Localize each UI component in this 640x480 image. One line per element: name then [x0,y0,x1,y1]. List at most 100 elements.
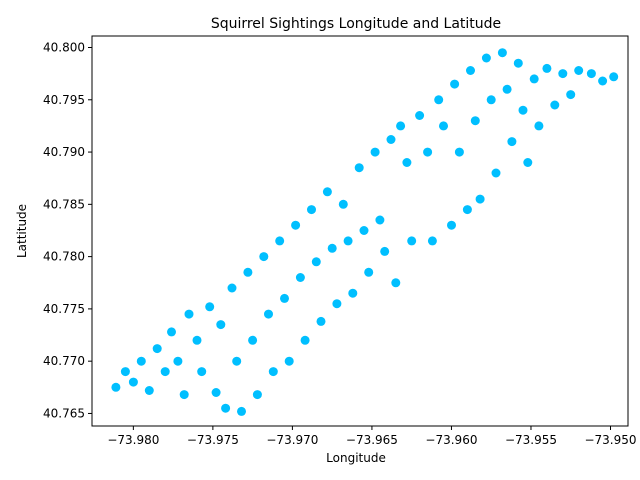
data-point [120,367,130,377]
data-point [486,95,496,105]
data-point [322,187,332,197]
data-point [264,309,273,319]
data-point [609,72,619,82]
data-point [447,220,456,230]
data-point [359,226,369,235]
data-point [144,386,154,395]
data-point [111,382,121,392]
x-tick-label: −73.950 [584,433,636,447]
data-point [221,403,231,413]
data-point [316,316,326,326]
data-point [338,199,348,209]
x-axis: −73.980 −73.975 −73.970 −73.965 −73.960 −73.9… [107,426,637,447]
y-axis: 40.765 40.770 40.775 40.780 40.785 40.790 40.7… [43,41,92,420]
data-point [205,302,215,312]
data-point [586,69,596,79]
data-point [300,335,310,345]
y-tick-label: 40.790 [43,145,85,159]
data-point [475,194,485,204]
data-point [280,293,289,303]
data-point [167,327,176,337]
data-point [518,105,528,115]
x-tick-label: −73.975 [187,433,239,447]
data-point [259,252,269,262]
data-point [348,288,358,298]
data-point [550,100,560,110]
x-tick-label: −73.955 [505,433,557,447]
y-tick-label: 40.765 [43,406,85,420]
x-tick-label: −73.960 [425,433,477,447]
data-point [354,163,364,173]
data-point [542,63,552,73]
data-point [434,95,444,105]
data-point [491,168,501,178]
y-tick-label: 40.785 [43,197,85,211]
data-point [343,236,353,246]
data-point [566,90,576,100]
data-point [332,299,342,309]
y-tick-label: 40.770 [43,354,85,368]
plot-frame [91,35,629,427]
data-point [197,367,207,377]
data-point [295,273,305,282]
y-tick-label: 40.780 [43,250,85,264]
data-point [427,236,437,246]
data-point [386,135,396,144]
data-point [227,283,237,293]
data-point [192,335,202,345]
data-point [574,66,584,75]
data-point [502,84,512,94]
data-point [211,388,221,397]
data-point [311,257,321,267]
data-point [497,48,507,58]
data-point [402,158,412,167]
data-point [232,356,242,366]
data-point [423,147,433,157]
data-point [466,66,475,75]
data-point [307,205,316,215]
x-axis-label: Longitude [326,451,386,465]
data-point [237,406,246,416]
data-point [327,243,337,253]
y-tick-label: 40.800 [43,41,85,55]
data-point [598,76,608,86]
data-point [450,79,460,89]
y-axis-label: Lattitude [15,204,29,258]
x-tick-label: −73.970 [266,433,318,447]
chart-title: Squirrel Sightings Longitude and Latitud… [211,16,501,32]
data-point [370,147,380,157]
data-point [268,367,278,377]
y-tick-label: 40.775 [43,302,85,316]
data-point [470,116,480,126]
data-point [380,246,390,256]
data-point [160,367,170,377]
data-point [534,121,544,131]
data-point [216,320,226,330]
data-point [252,390,262,400]
data-point [284,356,294,366]
data-point [513,58,523,68]
data-point [415,111,425,120]
data-point [136,356,146,366]
y-tick-label: 40.795 [43,93,85,107]
data-point [375,215,385,225]
data-point [248,335,258,345]
data-point [454,147,464,157]
data-points [111,48,619,416]
x-tick-label: −73.980 [107,433,159,447]
data-point [407,236,417,246]
data-point [529,74,539,84]
data-point [523,158,533,167]
data-point [439,121,448,131]
data-point [152,344,162,354]
data-point [396,121,406,131]
data-point [184,309,194,319]
data-point [179,390,189,400]
x-tick-label: −73.965 [346,433,398,447]
data-point [173,356,183,366]
data-point [391,278,401,288]
data-point [507,137,517,147]
data-point [558,69,568,79]
